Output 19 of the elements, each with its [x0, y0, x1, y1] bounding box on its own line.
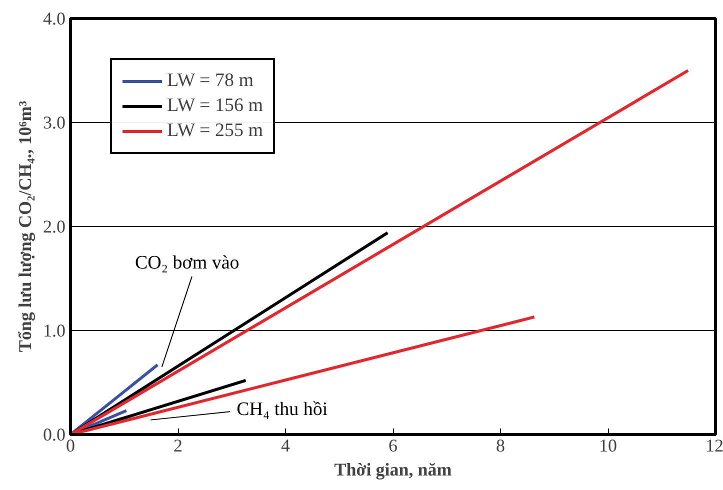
- x-axis-title: Thời gian, năm: [334, 460, 452, 480]
- y-tick-label: 0.0: [43, 424, 66, 444]
- y-tick-label: 4.0: [43, 8, 66, 28]
- x-tick-label: 2: [174, 436, 182, 456]
- legend-label: LW = 78 m: [167, 70, 254, 92]
- y-tick-label: 1.0: [43, 320, 66, 340]
- annotation: CO₂ bơm vào: [135, 252, 240, 274]
- y-axis-title: Tổng lưu lượng CO₂/CH₄., 10⁶m³: [15, 100, 35, 352]
- x-tick-label: 12: [706, 436, 723, 456]
- x-tick-label: 8: [496, 436, 505, 456]
- annotation: CH₄ thu hồi: [236, 399, 328, 420]
- y-tick-label: 2.0: [43, 216, 66, 236]
- x-tick-label: 6: [388, 436, 398, 456]
- x-tick-label: 0: [66, 436, 75, 456]
- x-tick-label: 4: [281, 436, 290, 456]
- legend-label: LW = 255 m: [167, 120, 264, 142]
- legend-label: LW = 156 m: [167, 95, 264, 117]
- y-tick-label: 3.0: [43, 112, 66, 132]
- x-tick-label: 10: [599, 436, 617, 456]
